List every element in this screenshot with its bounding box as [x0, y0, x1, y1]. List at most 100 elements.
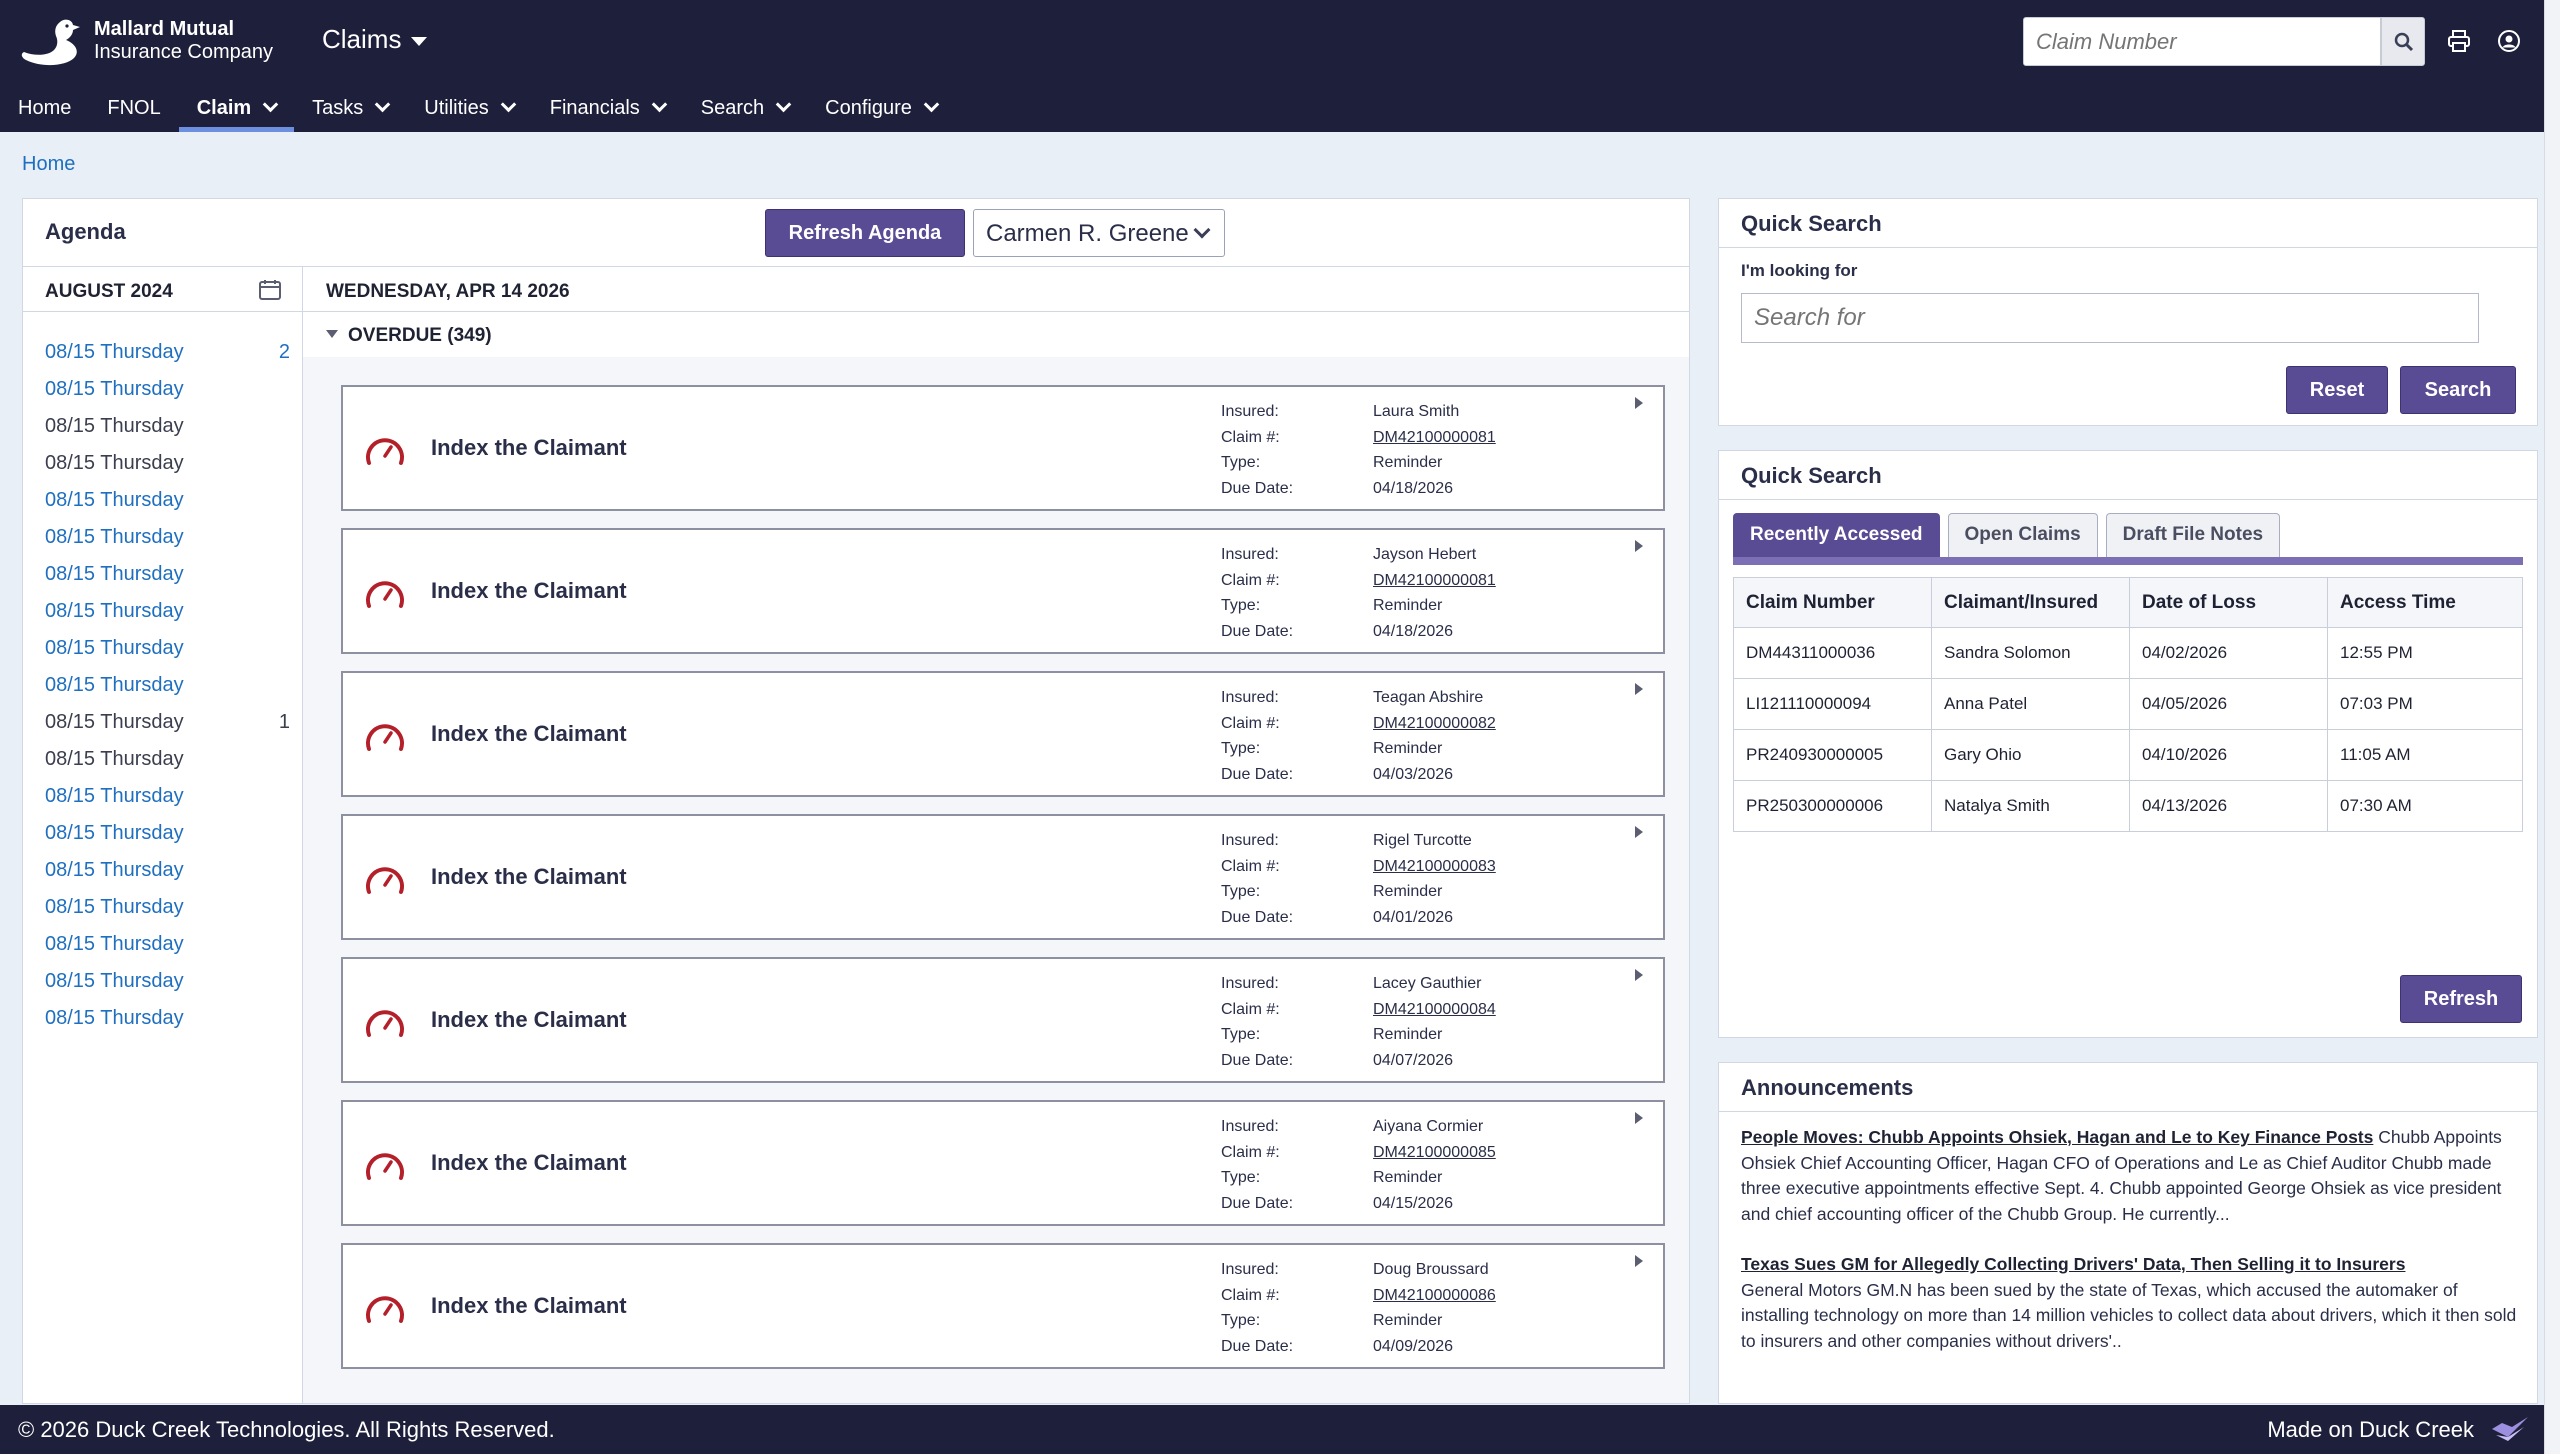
type-label: Type: [1221, 1312, 1261, 1329]
task-card[interactable]: Index the Claimant Insured: Jayson Hebert C… [341, 528, 1665, 654]
overdue-toggle[interactable]: OVERDUE (349) [326, 325, 492, 347]
table-row[interactable]: DM44311000036 Sandra Solomon 04/02/2026 12:… [1733, 627, 2523, 679]
agenda-day-item[interactable]: 08/15 Thursday [45, 526, 290, 563]
agenda-day-item[interactable]: 08/15 Thursday [45, 785, 290, 822]
chevron-down-icon [775, 96, 792, 113]
table-cell: 04/13/2026 [2129, 780, 2328, 832]
table-cell: Natalya Smith [1931, 780, 2130, 832]
expand-arrow-icon[interactable] [1635, 683, 1643, 695]
table-row[interactable]: PR240930000005 Gary Ohio 04/10/2026 11:05 A… [1733, 729, 2523, 781]
agenda-day-item[interactable]: 08/15 Thursday 2 [45, 341, 290, 378]
agenda-day-item[interactable]: 08/15 Thursday [45, 1007, 290, 1044]
agenda-day-item[interactable]: 08/15 Thursday [45, 378, 290, 415]
recent-claims-panel: Quick Search Recently Accessed Open Clai… [1718, 450, 2538, 1038]
announcement-link[interactable]: People Moves: Chubb Appoints Ohsiek, Hag… [1741, 1127, 2374, 1147]
insured-value: Jayson Hebert [1373, 546, 1477, 563]
refresh-button[interactable]: Refresh [2400, 975, 2522, 1023]
claim-number-input[interactable] [2023, 17, 2381, 66]
duck-logo-icon[interactable] [20, 16, 86, 68]
recent-claims-table: Claim Number Claimant/Insured Date of Lo… [1733, 577, 2523, 832]
table-row[interactable]: LI121110000094 Anna Patel 04/05/2026 07:03 … [1733, 678, 2523, 730]
task-card[interactable]: Index the Claimant Insured: Aiyana Cormier… [341, 1100, 1665, 1226]
task-card[interactable]: Index the Claimant Insured: Lacey Gauthier… [341, 957, 1665, 1083]
column-header[interactable]: Date of Loss [2129, 577, 2328, 628]
agenda-day-item[interactable]: 08/15 Thursday [45, 563, 290, 600]
refresh-agenda-button[interactable]: Refresh Agenda [765, 209, 965, 257]
agenda-day-item[interactable]: 08/15 Thursday [45, 489, 290, 526]
task-card[interactable]: Index the Claimant Insured: Teagan Abshire… [341, 671, 1665, 797]
divider [23, 266, 1689, 267]
nav-item-fnol[interactable]: FNOL [89, 84, 178, 132]
insured-value: Doug Broussard [1373, 1261, 1489, 1278]
column-header[interactable]: Claimant/Insured [1931, 577, 2130, 628]
insured-label: Insured: [1221, 546, 1279, 563]
expand-arrow-icon[interactable] [1635, 826, 1643, 838]
day-label: 08/15 Thursday [45, 526, 184, 548]
claim-link[interactable]: DM42100000083 [1373, 857, 1496, 875]
type-value: Reminder [1373, 1312, 1443, 1329]
search-for-input[interactable] [1741, 293, 2479, 343]
agenda-day-item[interactable]: 08/15 Thursday [45, 933, 290, 970]
expand-arrow-icon[interactable] [1635, 1112, 1643, 1124]
printer-icon[interactable] [2446, 28, 2472, 54]
day-label: 08/15 Thursday [45, 711, 184, 733]
column-header[interactable]: Access Time [2327, 577, 2523, 628]
module-switcher[interactable]: Claims [322, 24, 428, 55]
expand-arrow-icon[interactable] [1635, 540, 1643, 552]
nav-item-search[interactable]: Search [683, 84, 807, 132]
task-details: Insured: Aiyana Cormier Claim #: DM42100000… [1221, 1114, 1496, 1216]
task-card[interactable]: Index the Claimant Insured: Rigel Turcotte… [341, 814, 1665, 940]
tab-open-claims[interactable]: Open Claims [1947, 513, 2098, 557]
claim-link[interactable]: DM42100000081 [1373, 571, 1496, 589]
expand-arrow-icon[interactable] [1635, 969, 1643, 981]
claim-link[interactable]: DM42100000086 [1373, 1286, 1496, 1304]
nav-label: Utilities [424, 97, 489, 119]
reset-button[interactable]: Reset [2286, 366, 2388, 414]
type-label: Type: [1221, 454, 1261, 471]
task-card[interactable]: Index the Claimant Insured: Laura Smith Cla… [341, 385, 1665, 511]
page-scrollbar[interactable] [2544, 0, 2560, 1454]
agenda-day-item[interactable]: 08/15 Thursday [45, 896, 290, 933]
column-header[interactable]: Claim Number [1733, 577, 1932, 628]
nav-item-home[interactable]: Home [0, 84, 89, 132]
tab-recently-accessed[interactable]: Recently Accessed [1733, 513, 1940, 557]
day-label: 08/15 Thursday [45, 452, 184, 474]
claim-search-button[interactable] [2381, 17, 2425, 66]
agenda-title: Agenda [45, 219, 126, 244]
day-label: 08/15 Thursday [45, 748, 184, 770]
agenda-day-item[interactable]: 08/15 Thursday [45, 859, 290, 896]
agenda-day-item[interactable]: 08/15 Thursday [45, 600, 290, 637]
tab-draft-file-notes[interactable]: Draft File Notes [2105, 513, 2281, 557]
task-card[interactable]: Index the Claimant Insured: Doug Broussard… [341, 1243, 1665, 1369]
announcement-link[interactable]: Texas Sues GM for Allegedly Collecting D… [1741, 1254, 2406, 1274]
search-button[interactable]: Search [2400, 366, 2516, 414]
expand-arrow-icon[interactable] [1635, 1255, 1643, 1267]
agenda-day-item[interactable]: 08/15 Thursday [45, 674, 290, 711]
claim-link[interactable]: DM42100000085 [1373, 1143, 1496, 1161]
chevron-down-icon [262, 96, 279, 113]
agenda-user-select[interactable]: Carmen R. Greene [973, 209, 1225, 257]
claim-link[interactable]: DM42100000084 [1373, 1000, 1496, 1018]
nav-item-configure[interactable]: Configure [807, 84, 955, 132]
claim-link[interactable]: DM42100000082 [1373, 714, 1496, 732]
nav-item-financials[interactable]: Financials [532, 84, 683, 132]
made-on-text: Made on Duck Creek [2267, 1417, 2474, 1442]
brand-name[interactable]: Mallard Mutual Insurance Company [94, 18, 273, 64]
day-label: 08/15 Thursday [45, 896, 184, 918]
nav-item-utilities[interactable]: Utilities [406, 84, 531, 132]
agenda-day-item[interactable]: 08/15 Thursday [45, 822, 290, 859]
agenda-day-item[interactable]: 08/15 Thursday [45, 637, 290, 674]
agenda-day-item[interactable]: 08/15 Thursday [45, 970, 290, 1007]
gauge-icon [366, 581, 404, 608]
breadcrumb-home[interactable]: Home [22, 153, 76, 175]
nav-item-tasks[interactable]: Tasks [294, 84, 406, 132]
user-account-icon[interactable] [2496, 28, 2522, 54]
due-date-value: 04/18/2026 [1373, 622, 1454, 640]
nav-item-claim[interactable]: Claim [178, 84, 295, 132]
day-label: 08/15 Thursday [45, 822, 184, 844]
agenda-day-item: 08/15 Thursday [45, 415, 290, 452]
calendar-icon[interactable] [258, 279, 282, 301]
claim-link[interactable]: DM42100000081 [1373, 428, 1496, 446]
table-row[interactable]: PR250300000006 Natalya Smith 04/13/2026 07:… [1733, 780, 2523, 832]
expand-arrow-icon[interactable] [1635, 397, 1643, 409]
